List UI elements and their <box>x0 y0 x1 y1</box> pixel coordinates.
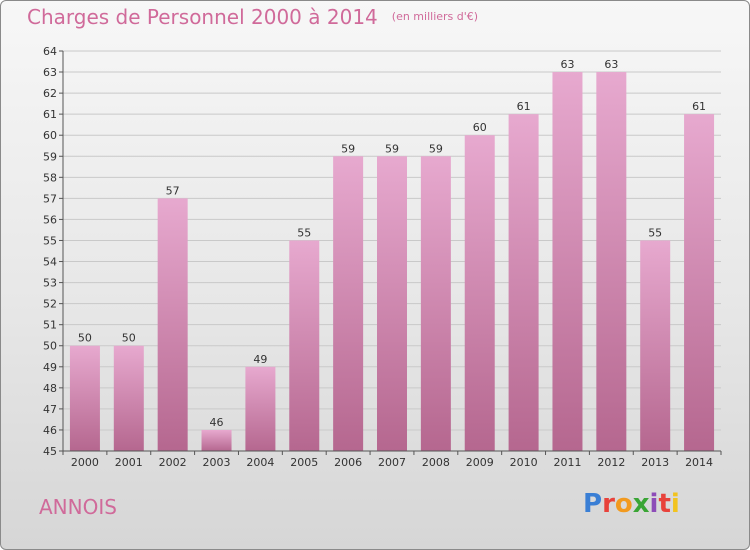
bar-2014 <box>684 114 715 451</box>
y-tick-label: 54 <box>43 256 57 269</box>
y-tick-label: 59 <box>43 150 57 163</box>
x-tick-label: 2009 <box>466 456 494 469</box>
logo-letter: i <box>670 489 680 519</box>
data-label: 60 <box>473 121 487 134</box>
y-tick-label: 49 <box>43 361 57 374</box>
data-label: 50 <box>122 332 136 345</box>
data-label: 46 <box>210 416 224 429</box>
x-tick-label: 2004 <box>246 456 274 469</box>
bar-2004 <box>245 366 276 451</box>
y-tick-label: 61 <box>43 108 57 121</box>
x-tick-label: 2008 <box>422 456 450 469</box>
data-label: 61 <box>517 100 531 113</box>
bar-2005 <box>289 240 320 451</box>
y-tick-label: 51 <box>43 319 57 332</box>
bar-2009 <box>464 135 495 452</box>
bar-2010 <box>508 114 539 451</box>
logo-letter: r <box>602 489 615 519</box>
y-tick-label: 48 <box>43 382 57 395</box>
bar-2006 <box>333 156 364 451</box>
data-label: 61 <box>692 100 706 113</box>
y-tick-label: 50 <box>43 340 57 353</box>
y-tick-label: 53 <box>43 277 57 290</box>
bar-2012 <box>596 72 627 451</box>
chart-title: Charges de Personnel 2000 à 2014 (en mill… <box>27 5 478 29</box>
bar-2007 <box>377 156 407 451</box>
data-label: 63 <box>604 58 618 71</box>
x-tick-label: 2012 <box>597 456 625 469</box>
x-tick-label: 2001 <box>115 456 143 469</box>
data-label: 55 <box>297 226 311 239</box>
x-tick-label: 2007 <box>378 456 406 469</box>
data-label: 50 <box>78 332 92 345</box>
data-label: 57 <box>166 184 180 197</box>
chart-title-text: Charges de Personnel 2000 à 2014 <box>27 5 378 29</box>
logo-letter: o <box>614 489 633 519</box>
x-tick-label: 2010 <box>510 456 538 469</box>
y-tick-label: 55 <box>43 234 57 247</box>
y-tick-label: 60 <box>43 129 57 142</box>
data-label: 49 <box>253 353 267 366</box>
bar-2001 <box>113 345 144 451</box>
axes: 45 46 47 48 49 50 51 52 53 54 55 56 57 58 59 60 61 62 63 64… <box>43 45 722 469</box>
commune-name: ANNOIS <box>39 495 117 519</box>
x-tick-label: 2013 <box>641 456 669 469</box>
chart-subtitle: (en milliers d'€) <box>391 10 479 23</box>
x-tick-label: 2003 <box>203 456 231 469</box>
y-tick-label: 56 <box>43 213 57 226</box>
logo-letter: i <box>649 489 659 519</box>
bars <box>69 72 715 452</box>
y-tick-label: 52 <box>43 298 57 311</box>
data-label: 55 <box>648 226 662 239</box>
y-tick-label: 46 <box>43 424 57 437</box>
bar-2013 <box>640 240 671 451</box>
y-tick-label: 62 <box>43 87 57 100</box>
bar-2002 <box>157 198 188 451</box>
logo-letter: t <box>658 489 671 519</box>
logo-letter: P <box>583 489 603 519</box>
data-label: 59 <box>385 142 399 155</box>
bar-2011 <box>552 72 583 451</box>
data-label: 59 <box>341 142 355 155</box>
x-tick-label: 2005 <box>290 456 318 469</box>
x-tick-label: 2011 <box>553 456 581 469</box>
y-tick-label: 47 <box>43 403 57 416</box>
x-tick-label: 2000 <box>71 456 99 469</box>
y-tick-label: 64 <box>43 45 57 58</box>
bar-2003 <box>201 429 232 451</box>
x-tick-label: 2006 <box>334 456 362 469</box>
logo-letter: x <box>632 489 650 519</box>
proxiti-logo: Proxiti <box>583 489 680 519</box>
y-tick-label: 63 <box>43 66 57 79</box>
data-label: 59 <box>429 142 443 155</box>
data-labels: 50 50 57 46 49 55 59 59 59 60 61 63 63 55 61 <box>78 58 706 429</box>
bar-2000 <box>69 345 100 451</box>
y-tick-label: 57 <box>43 192 57 205</box>
bar-2008 <box>420 156 451 451</box>
y-tick-label: 58 <box>43 171 57 184</box>
x-tick-label: 2014 <box>685 456 713 469</box>
data-label: 63 <box>560 58 574 71</box>
x-tick-label: 2002 <box>159 456 187 469</box>
y-tick-label: 45 <box>43 445 57 458</box>
